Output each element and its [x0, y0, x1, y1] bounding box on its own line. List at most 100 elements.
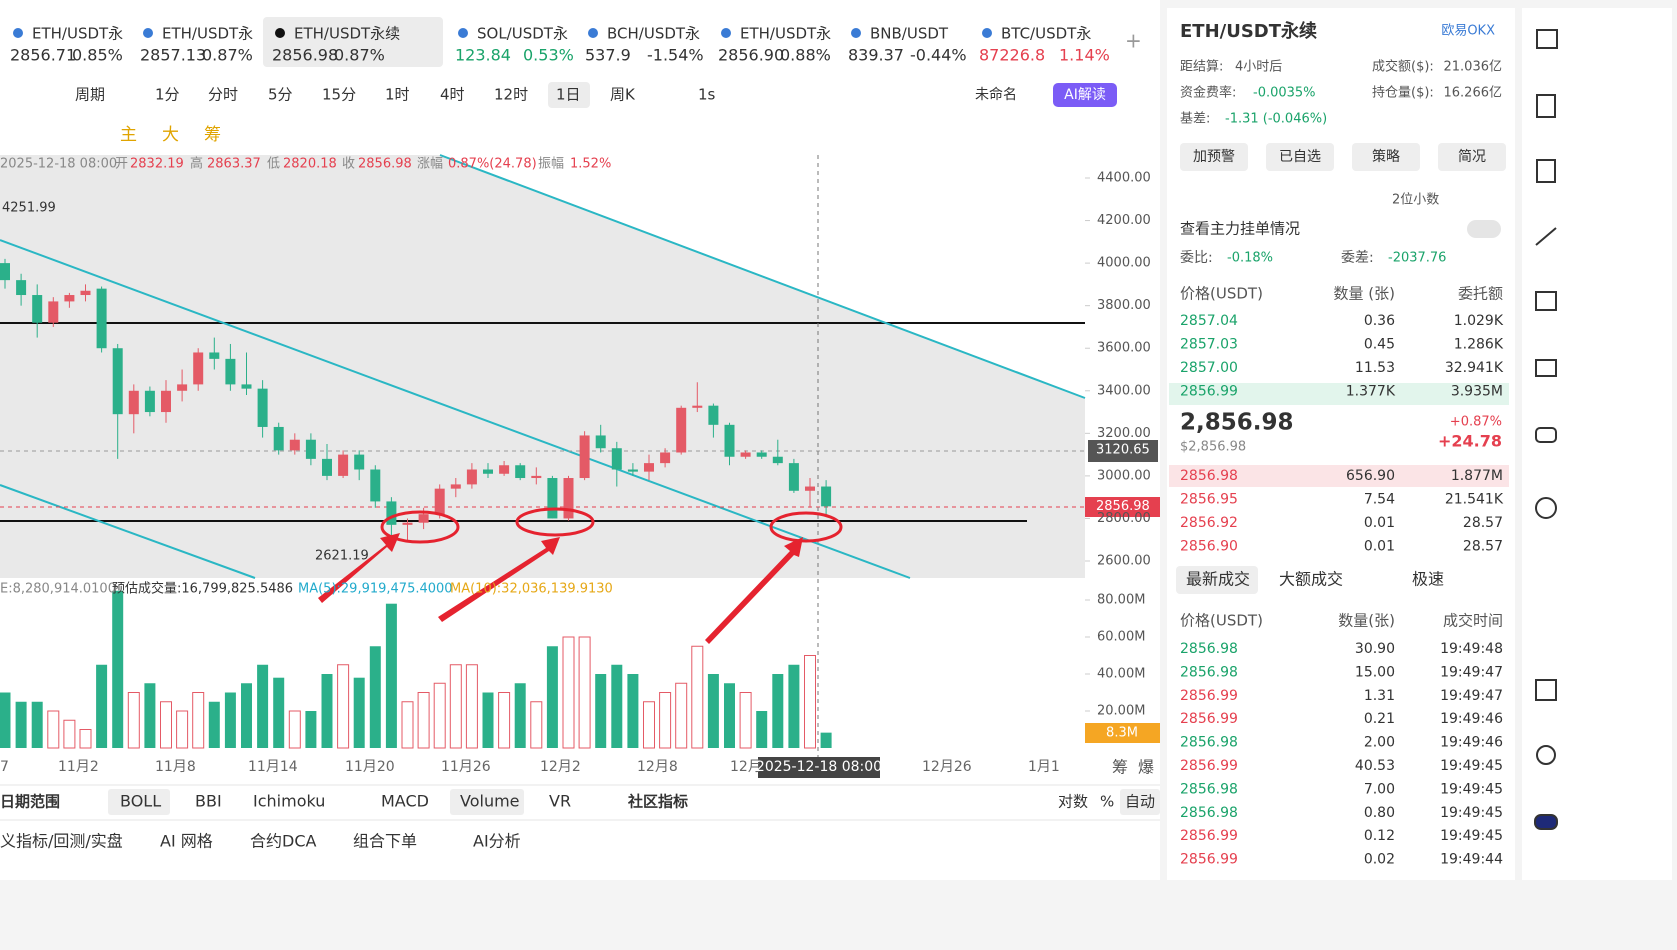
icon[interactable] [1535, 227, 1557, 246]
period[interactable]: 1分 [155, 86, 180, 104]
icon[interactable] [1536, 29, 1558, 49]
icon[interactable] [1535, 291, 1557, 311]
option[interactable]: 自动 [1125, 793, 1155, 811]
bottom-tool[interactable]: 组合下单 [353, 832, 417, 851]
price-tick: 4400.00 [1097, 171, 1151, 186]
ai-button[interactable] [1053, 83, 1117, 107]
period[interactable]: 周期 [75, 86, 105, 104]
volume-info: E:8,280,914.0100 [0, 582, 116, 597]
x-label: 12月26 [922, 759, 972, 775]
button[interactable] [1438, 143, 1506, 171]
tab-name[interactable]: SOL/USDT永 [477, 25, 568, 43]
period[interactable]: 分时 [208, 86, 238, 104]
trade-tab[interactable]: 最新成交 [1186, 570, 1250, 589]
tab-price: 839.37 [848, 46, 904, 65]
candle-body [579, 435, 590, 479]
tab-name[interactable]: ETH/USDT永 [32, 25, 123, 43]
overlay[interactable]: 主 [120, 125, 137, 145]
asks-cell: 1.377K [1346, 384, 1396, 400]
x-label: 1月1 [1028, 759, 1060, 775]
toggle[interactable] [1467, 220, 1501, 238]
tab-name[interactable]: ETH/USDT永 [162, 25, 253, 43]
button-label[interactable]: 已自选 [1279, 149, 1321, 165]
tab-name[interactable]: BTC/USDT永 [1001, 25, 1091, 43]
indicator[interactable]: BBI [195, 792, 222, 811]
book-header: 委托额 [1458, 285, 1503, 303]
tab-change: 0.88% [780, 46, 831, 65]
volume-tick: 40.00M [1097, 667, 1145, 682]
candle-body [692, 405, 703, 408]
price-tick: 2600.00 [1097, 554, 1151, 569]
depth-link[interactable]: 查看主力挂单情况 [1180, 220, 1300, 238]
active-indicator[interactable] [450, 789, 524, 815]
bottom-tool[interactable]: AI 网格 [160, 832, 213, 851]
side-label[interactable]: 爆 [1138, 758, 1154, 777]
trade-tab[interactable]: 极速 [1412, 570, 1444, 589]
button[interactable] [1352, 143, 1420, 171]
side-label[interactable]: 筹 [1112, 758, 1128, 777]
button[interactable] [1180, 143, 1248, 171]
active-trade-tab[interactable] [1176, 566, 1258, 594]
bids-cell: 656.90 [1346, 468, 1395, 484]
icon[interactable] [1534, 814, 1558, 830]
layout-name[interactable]: 未命名 [975, 86, 1017, 103]
active-period[interactable] [548, 82, 590, 108]
icon[interactable] [1535, 679, 1557, 701]
active-tab[interactable] [263, 17, 443, 67]
volume-bar [546, 646, 558, 748]
decimals[interactable]: 2位小数 [1392, 193, 1439, 208]
period[interactable]: 15分 [322, 86, 356, 104]
period[interactable]: 1时 [385, 86, 410, 104]
volume-tick: 80.00M [1097, 593, 1145, 608]
indicator[interactable]: Volume [460, 792, 520, 811]
last-pct: +0.87% [1450, 415, 1502, 430]
overlay[interactable]: 筹 [204, 125, 221, 145]
candle-body [611, 448, 622, 470]
indicator[interactable]: BOLL [120, 792, 161, 811]
button-label[interactable]: 策略 [1372, 148, 1400, 165]
icon[interactable] [1535, 359, 1557, 377]
period[interactable]: 1s [698, 86, 716, 104]
max-label: 4251.99 [2, 201, 56, 216]
ai-label[interactable]: AI解读 [1064, 86, 1106, 103]
trade-cell: 0.12 [1364, 828, 1395, 844]
indicator[interactable]: Ichimoku [253, 792, 325, 811]
ohlc: 2832.19 [130, 157, 184, 172]
tab-name[interactable]: ETH/USDT永续 [294, 25, 400, 43]
add-tab[interactable]: + [1125, 29, 1142, 53]
icon[interactable] [1536, 159, 1556, 183]
volume-bar [0, 692, 11, 748]
period[interactable]: 5分 [268, 86, 293, 104]
tab-name[interactable]: BNB/USDT [870, 25, 949, 43]
range[interactable]: 日期范围 [0, 793, 60, 811]
ohlc: 低 [267, 157, 280, 172]
bottom-tool[interactable]: 义指标/回测/实盘 [0, 832, 123, 851]
option[interactable]: 对数 [1058, 793, 1088, 811]
button[interactable] [1266, 143, 1334, 171]
community[interactable]: 社区指标 [627, 793, 688, 811]
period[interactable]: 12时 [494, 86, 528, 104]
active-indicator[interactable] [108, 789, 170, 815]
button-label[interactable]: 加预警 [1193, 149, 1235, 165]
trade-cell: 2856.99 [1180, 688, 1238, 704]
tab-name[interactable]: BCH/USDT永 [607, 25, 700, 43]
period[interactable]: 4时 [440, 86, 465, 104]
button-label[interactable]: 简况 [1458, 148, 1486, 165]
tab-name[interactable]: ETH/USDT永 [740, 25, 831, 43]
indicator[interactable]: MACD [381, 792, 429, 811]
bottom-tool[interactable]: AI分析 [473, 832, 521, 851]
option[interactable]: % [1100, 793, 1114, 811]
icon[interactable] [1536, 745, 1556, 765]
exchange[interactable]: 欧易OKX [1441, 24, 1495, 39]
bottom-tool[interactable]: 合约DCA [250, 832, 316, 851]
icon[interactable] [1535, 497, 1557, 519]
icon[interactable] [1536, 94, 1556, 118]
overlay[interactable]: 大 [162, 125, 179, 145]
trade-tab[interactable]: 大额成交 [1279, 570, 1343, 589]
active-option[interactable] [1120, 789, 1160, 815]
period[interactable]: 周K [610, 86, 636, 104]
period[interactable]: 1日 [556, 86, 581, 104]
icon[interactable] [1535, 427, 1557, 443]
trade-cell: 19:49:45 [1440, 828, 1503, 844]
indicator[interactable]: VR [549, 792, 571, 811]
